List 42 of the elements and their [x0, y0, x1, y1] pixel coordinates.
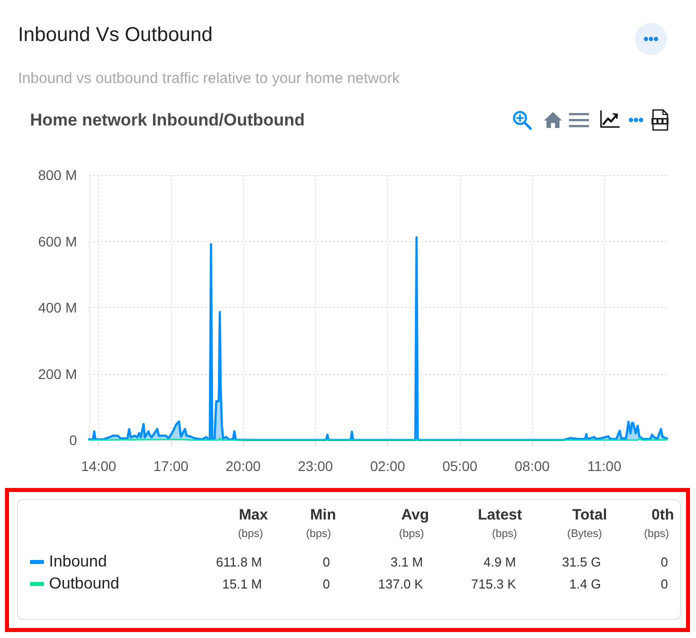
y-tick-label: 600 M — [38, 233, 77, 250]
text: 0 — [660, 576, 668, 592]
text: 0 — [322, 554, 330, 570]
text: 4.9 M — [483, 554, 516, 570]
x-tick-label: 08:00 — [514, 458, 550, 474]
text: 0 — [322, 576, 330, 592]
x-tick-label: 05:00 — [442, 458, 478, 474]
text: 0th — [652, 506, 674, 524]
y-tick-label: 200 M — [38, 366, 77, 382]
y-tick-label: 0 — [69, 432, 78, 448]
x-tick-label: 02:00 — [370, 458, 406, 474]
text: (Bytes) — [567, 528, 602, 540]
text: 137.0 K — [378, 576, 424, 592]
y-tick-label: 800 M — [38, 167, 77, 183]
legend-label: Inbound — [49, 554, 107, 570]
x-tick-label: 14:00 — [81, 458, 116, 474]
text: Home network Inbound/Outbound — [30, 110, 305, 130]
text: Min — [310, 506, 336, 524]
x-tick-label: 11:00 — [587, 458, 622, 474]
chart-subtitle: Inbound vs outbound traffic relative to your home network — [18, 70, 400, 87]
text: (bps) — [238, 528, 263, 540]
text: (bps) — [644, 528, 669, 540]
text: (bps) — [398, 528, 424, 540]
chart-title: Inbound Vs Outbound — [18, 24, 213, 46]
text: Latest — [478, 506, 522, 524]
text: Total — [572, 506, 607, 524]
x-tick-label: 20:00 — [226, 458, 261, 474]
legend-label: Outbound — [49, 576, 120, 592]
text: 15.1 M — [222, 576, 262, 592]
x-tick-label: 23:00 — [298, 458, 334, 474]
text: Max — [238, 506, 269, 524]
y-tick-label: 400 M — [38, 300, 77, 316]
text: 3.1 M — [390, 554, 423, 570]
text: (bps) — [306, 528, 331, 540]
x-tick-label: 17:00 — [153, 458, 189, 474]
text: (bps) — [492, 528, 517, 540]
text: 715.3 K — [471, 576, 516, 592]
text: Avg — [401, 506, 429, 524]
text: 611.8 M — [216, 554, 262, 570]
text: 31.5 G — [562, 554, 601, 570]
text: 0 — [660, 554, 668, 570]
text: 1.4 G — [569, 576, 601, 592]
